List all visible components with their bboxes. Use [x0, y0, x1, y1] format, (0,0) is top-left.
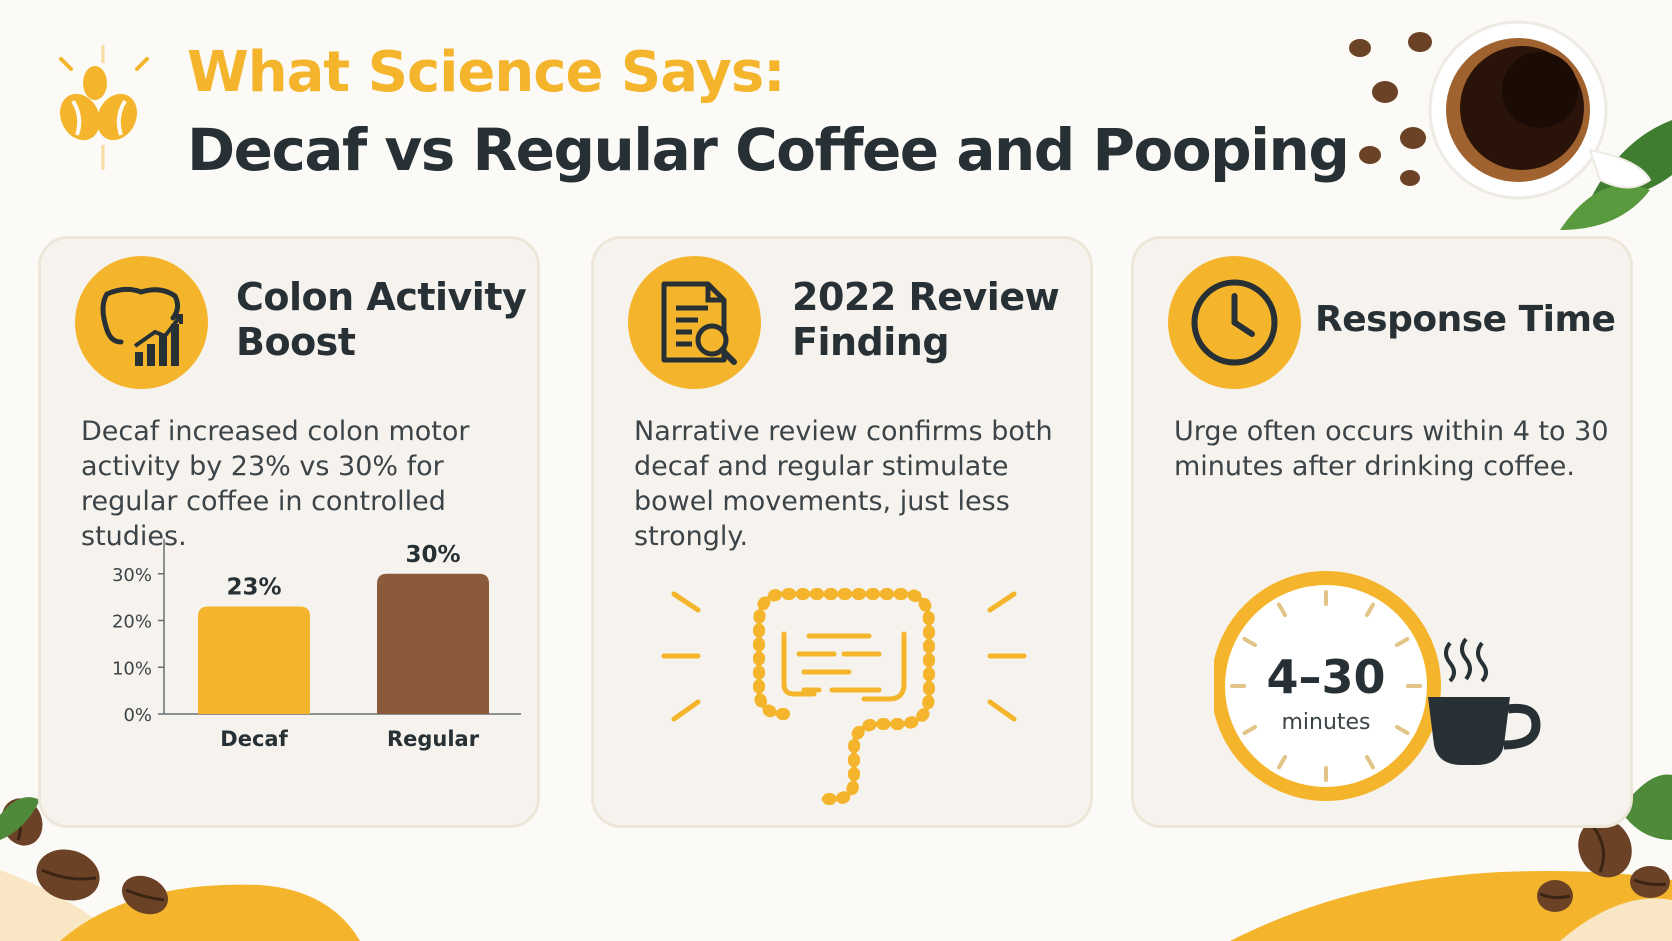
x-category-label: Decaf — [220, 727, 288, 751]
document-search-icon — [628, 256, 761, 389]
card-response-time: Response Time Urge often occurs within 4… — [1131, 236, 1633, 828]
y-tick-label: 20% — [112, 612, 152, 633]
y-tick-label: 10% — [112, 658, 152, 679]
colon-chart-icon — [75, 256, 208, 389]
card-title: 2022 Review Finding — [792, 275, 1060, 365]
y-tick-label: 30% — [112, 565, 152, 586]
timer-tick — [1365, 755, 1375, 770]
timer-value: 4–30 — [1266, 650, 1385, 704]
card-title: Colon Activity Boost — [236, 275, 527, 365]
timer-tick — [1365, 602, 1375, 617]
timer-tick — [1242, 725, 1257, 735]
coffee-cup-icon — [1428, 20, 1672, 230]
timer-tick — [1277, 755, 1287, 770]
coffee-bean-logo-icon — [59, 45, 149, 170]
card-title-line2: Finding — [792, 320, 950, 364]
page-title-line2: Decaf vs Regular Coffee and Pooping — [187, 116, 1350, 184]
card-title-line1: Colon Activity — [236, 275, 527, 319]
coffee-bean-icon — [36, 849, 100, 901]
timer-unit: minutes — [1281, 710, 1370, 735]
bar-regular — [377, 573, 489, 714]
bar-data-label: 23% — [226, 574, 281, 600]
card-title: Response Time — [1315, 299, 1616, 340]
card-title-line1: 2022 Review — [792, 275, 1060, 319]
timer-ring — [1214, 571, 1441, 801]
card-review-finding: 2022 Review Finding Narrative review con… — [591, 236, 1093, 828]
card-colon-activity: Colon Activity Boost Decaf increased col… — [38, 236, 540, 828]
coffee-bean-icon — [1630, 866, 1670, 898]
steaming-cup-icon — [1428, 637, 1541, 765]
card-description: Narrative review confirms both decaf and… — [634, 416, 1053, 552]
timer-tick — [1395, 725, 1410, 735]
timer-dial: 4–30 minutes — [1214, 571, 1541, 801]
clock-icon — [1168, 256, 1301, 389]
card-description: Decaf increased colon motor activity by … — [81, 416, 470, 552]
y-tick-label: 0% — [123, 705, 152, 726]
timer-tick — [1242, 637, 1257, 647]
bar-data-label: 30% — [405, 542, 460, 568]
coffee-bean-icon — [1349, 32, 1432, 186]
leaf-icon — [1620, 774, 1672, 840]
coffee-bean-icon — [1578, 818, 1632, 878]
card-title-line2: Boost — [236, 320, 356, 364]
coffee-bean-icon — [121, 875, 169, 915]
page-title-line1: What Science Says: — [187, 40, 786, 105]
timer-tick — [1277, 602, 1287, 617]
colon-illustration-icon — [661, 588, 1027, 805]
x-category-label: Regular — [387, 727, 480, 751]
bar-decaf — [198, 606, 310, 714]
coffee-bean-icon — [1537, 880, 1573, 912]
timer-tick — [1395, 637, 1410, 647]
card-description: Urge often occurs within 4 to 30 minutes… — [1174, 416, 1609, 482]
leaf-icon — [0, 797, 40, 840]
